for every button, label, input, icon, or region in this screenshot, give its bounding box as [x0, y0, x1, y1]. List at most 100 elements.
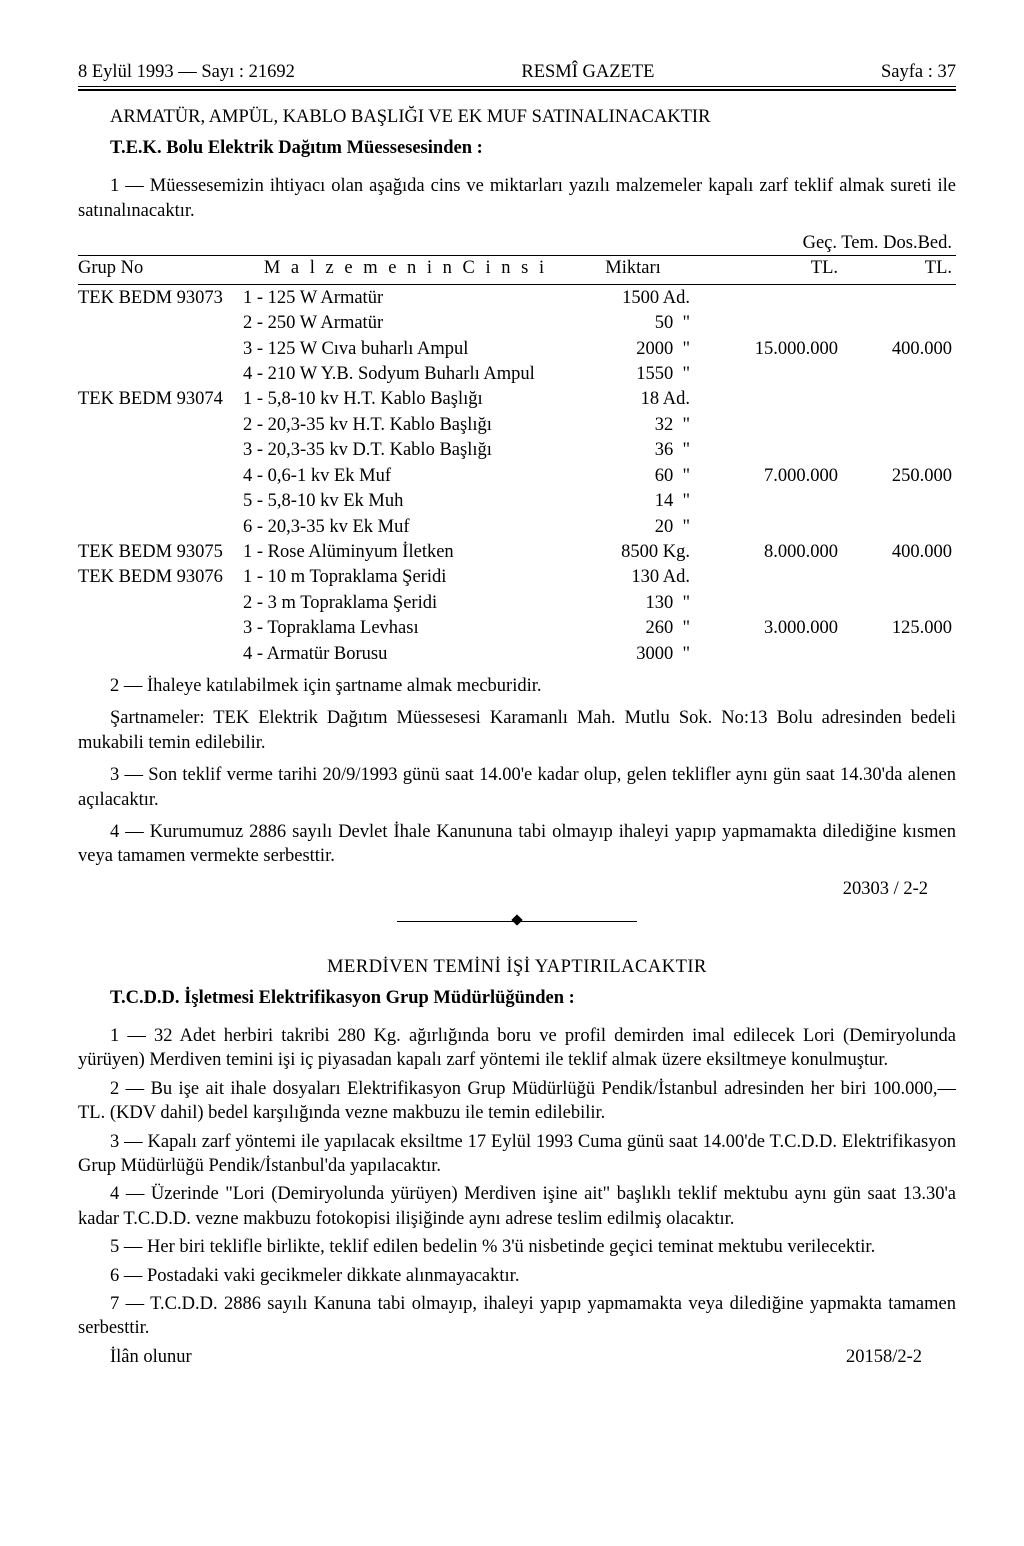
cell-qty: 2000 " [568, 337, 698, 361]
table-row: 4 - 210 W Y.B. Sodyum Buharlı Ampul1550 … [78, 362, 956, 386]
cell-price1: 8.000.000 [698, 540, 848, 564]
cell-item: 3 - 20,3-35 kv D.T. Kablo Başlığı [243, 438, 568, 462]
cell-item: 1 - 125 W Armatür [243, 286, 568, 310]
cell-price2 [848, 515, 956, 539]
table-row: 5 - 5,8-10 kv Ek Muh14 " [78, 489, 956, 513]
cell-group [78, 311, 243, 335]
page-header: 8 Eylül 1993 — Sayı : 21692 RESMÎ GAZETE… [78, 60, 956, 87]
header-center: RESMÎ GAZETE [521, 60, 654, 84]
notice2-title: MERDİVEN TEMİNİ İŞİ YAPTIRILACAKTIR [78, 955, 956, 979]
table-row: TEK BEDM 930731 - 125 W Armatür1500 Ad. [78, 286, 956, 310]
cell-price1 [698, 515, 848, 539]
cell-item: 4 - 0,6-1 kv Ek Muf [243, 464, 568, 488]
cell-qty: 130 Ad. [568, 565, 698, 589]
notice2-p1: 1 — 32 Adet herbiri takribi 280 Kg. ağır… [78, 1024, 956, 1073]
cell-item: 6 - 20,3-35 kv Ek Muf [243, 515, 568, 539]
cell-price2 [848, 591, 956, 615]
table-header-above-right: Geç. Tem. Dos.Bed. [698, 231, 956, 255]
cell-group [78, 642, 243, 666]
table-row: 2 - 3 m Topraklama Şeridi130 " [78, 591, 956, 615]
cell-item: 1 - Rose Alüminyum İletken [243, 540, 568, 564]
cell-price1 [698, 642, 848, 666]
cell-price2 [848, 362, 956, 386]
notice2-ref: 20158/2-2 [846, 1345, 922, 1369]
table-header: Grup No M a l z e m e n i n C i n s i Mi… [78, 256, 956, 284]
notice1-subtitle: T.E.K. Bolu Elektrik Dağıtım Müessesesin… [110, 136, 956, 160]
notice2-p5: 5 — Her biri teklifle birlikte, teklif e… [78, 1235, 956, 1259]
cell-price1 [698, 591, 848, 615]
cell-price1 [698, 286, 848, 310]
cell-group [78, 489, 243, 513]
cell-price2 [848, 387, 956, 411]
cell-price2: 400.000 [848, 540, 956, 564]
notice2-p7: 7 — T.C.D.D. 2886 sayılı Kanuna tabi olm… [78, 1292, 956, 1341]
cell-price1 [698, 489, 848, 513]
cell-qty: 32 " [568, 413, 698, 437]
table-header-above: Geç. Tem. Dos.Bed. [78, 231, 956, 256]
notice2-p3: 3 — Kapalı zarf yöntemi ile yapılacak ek… [78, 1130, 956, 1179]
cell-item: 4 - 210 W Y.B. Sodyum Buharlı Ampul [243, 362, 568, 386]
notice1-p5: 4 — Kurumumuz 2886 sayılı Devlet İhale K… [78, 820, 956, 869]
cell-item: 3 - 125 W Cıva buharlı Ampul [243, 337, 568, 361]
cell-qty: 18 Ad. [568, 387, 698, 411]
notice1-title: ARMATÜR, AMPÜL, KABLO BAŞLIĞI VE EK MUF … [110, 105, 956, 129]
th-group: Grup No [78, 256, 243, 280]
cell-price2 [848, 489, 956, 513]
cell-qty: 8500 Kg. [568, 540, 698, 564]
cell-price2: 250.000 [848, 464, 956, 488]
cell-price1 [698, 311, 848, 335]
cell-group [78, 616, 243, 640]
cell-qty: 130 " [568, 591, 698, 615]
notice2-p4: 4 — Üzerinde "Lori (Demiryolunda yürüyen… [78, 1182, 956, 1231]
section-divider [78, 921, 956, 935]
cell-price2: 125.000 [848, 616, 956, 640]
cell-price2 [848, 642, 956, 666]
cell-group [78, 515, 243, 539]
th-price1: TL. [698, 256, 848, 280]
cell-price2 [848, 565, 956, 589]
cell-price1: 3.000.000 [698, 616, 848, 640]
notice1-intro: 1 — Müessesemizin ihtiyacı olan aşağıda … [78, 174, 956, 223]
cell-item: 2 - 250 W Armatür [243, 311, 568, 335]
cell-group: TEK BEDM 93074 [78, 387, 243, 411]
table-body: TEK BEDM 930731 - 125 W Armatür1500 Ad.2… [78, 286, 956, 666]
cell-qty: 260 " [568, 616, 698, 640]
cell-qty: 1500 Ad. [568, 286, 698, 310]
header-left: 8 Eylül 1993 — Sayı : 21692 [78, 60, 295, 84]
table-row: TEK BEDM 930761 - 10 m Topraklama Şeridi… [78, 565, 956, 589]
cell-price1 [698, 565, 848, 589]
table-row: TEK BEDM 930741 - 5,8-10 kv H.T. Kablo B… [78, 387, 956, 411]
table-row: 3 - 20,3-35 kv D.T. Kablo Başlığı36 " [78, 438, 956, 462]
cell-group [78, 438, 243, 462]
cell-price1 [698, 438, 848, 462]
table-row: 3 - Topraklama Levhası260 "3.000.000125.… [78, 616, 956, 640]
cell-qty: 3000 " [568, 642, 698, 666]
th-qty: Miktarı [568, 256, 698, 280]
cell-item: 1 - 10 m Topraklama Şeridi [243, 565, 568, 589]
table-row: 2 - 20,3-35 kv H.T. Kablo Başlığı32 " [78, 413, 956, 437]
notice2-subtitle: T.C.D.D. İşletmesi Elektrifikasyon Grup … [110, 986, 956, 1010]
th-price2: TL. [848, 256, 956, 280]
header-right: Sayfa : 37 [881, 60, 956, 84]
notice2-p2: 2 — Bu işe ait ihale dosyaları Elektrifi… [78, 1077, 956, 1126]
cell-group: TEK BEDM 93073 [78, 286, 243, 310]
notice2-p8: İlân olunur [110, 1345, 192, 1369]
cell-qty: 36 " [568, 438, 698, 462]
cell-price1: 7.000.000 [698, 464, 848, 488]
notice1-ref: 20303 / 2-2 [78, 877, 928, 901]
th-item: M a l z e m e n i n C i n s i [243, 256, 568, 280]
cell-group: TEK BEDM 93076 [78, 565, 243, 589]
cell-price2: 400.000 [848, 337, 956, 361]
cell-group [78, 591, 243, 615]
cell-group [78, 464, 243, 488]
table-row: 6 - 20,3-35 kv Ek Muf20 " [78, 515, 956, 539]
cell-price2 [848, 438, 956, 462]
cell-qty: 50 " [568, 311, 698, 335]
table-row: 4 - 0,6-1 kv Ek Muf60 "7.000.000250.000 [78, 464, 956, 488]
notice1-p2: 2 — İhaleye katılabilmek için şartname a… [78, 674, 956, 698]
cell-item: 1 - 5,8-10 kv H.T. Kablo Başlığı [243, 387, 568, 411]
cell-price1 [698, 362, 848, 386]
cell-qty: 60 " [568, 464, 698, 488]
header-divider [78, 89, 956, 91]
cell-item: 3 - Topraklama Levhası [243, 616, 568, 640]
